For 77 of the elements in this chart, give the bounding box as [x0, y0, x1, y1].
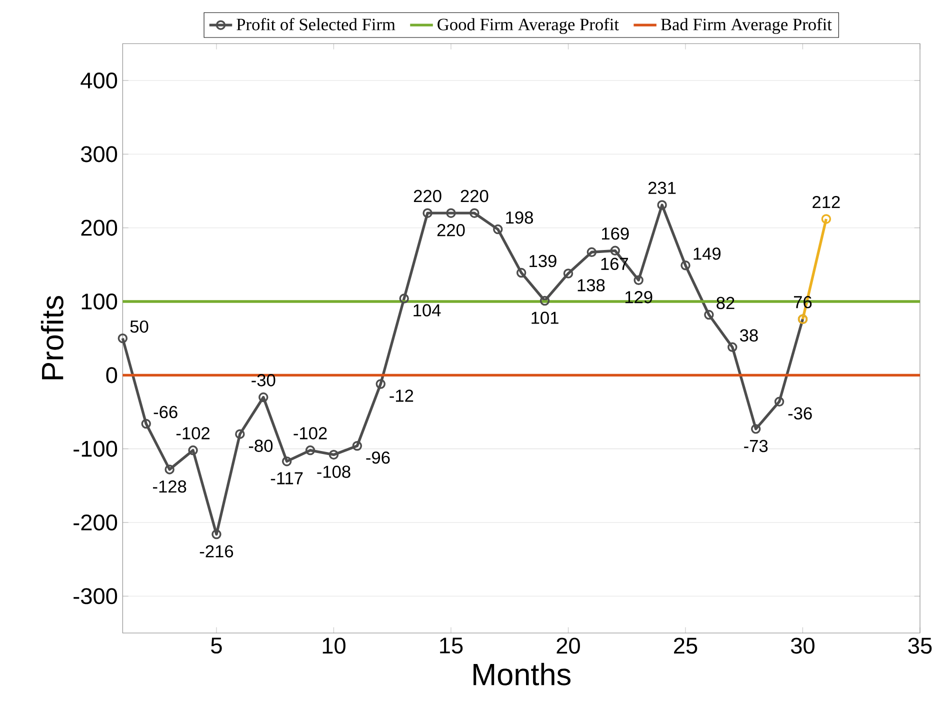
data-label: 169 — [602, 227, 629, 240]
x-axis-title: Months — [474, 662, 570, 686]
data-label: 101 — [532, 312, 558, 324]
data-label: -128 — [153, 480, 186, 493]
point — [118, 333, 128, 344]
point — [634, 275, 644, 285]
data-label: 138 — [578, 279, 605, 292]
point — [352, 441, 362, 451]
point — [328, 450, 339, 460]
point — [235, 429, 245, 439]
point — [422, 208, 432, 218]
data-label: -96 — [366, 451, 390, 464]
data-label: -30 — [252, 374, 276, 386]
point — [750, 424, 761, 434]
x-tick-label: 5 — [211, 638, 222, 654]
x-tick-label: 10 — [322, 638, 346, 654]
data-label: -80 — [248, 440, 273, 452]
x-tick-label: 20 — [556, 638, 580, 654]
data-label: 220 — [460, 190, 488, 202]
y-tick-label: -300 — [74, 588, 118, 604]
point — [212, 529, 222, 540]
legend-label: Good Firm Average Profit — [438, 18, 619, 34]
point — [821, 214, 832, 224]
data-label: 50 — [130, 320, 148, 333]
x-tick-label: 15 — [440, 638, 463, 654]
data-label: -102 — [176, 427, 210, 440]
point — [282, 456, 292, 466]
point — [586, 247, 597, 258]
point — [774, 396, 784, 407]
data-label: 38 — [740, 329, 758, 342]
point — [610, 246, 620, 256]
data-label: -102 — [294, 427, 327, 440]
point — [728, 342, 738, 352]
point — [516, 268, 526, 278]
data-label: 198 — [506, 211, 533, 224]
point — [563, 268, 574, 278]
point — [305, 445, 316, 456]
point — [258, 392, 268, 402]
point — [470, 208, 480, 218]
x-tick-label: 30 — [790, 638, 814, 654]
data-label: 149 — [694, 248, 721, 260]
point — [704, 310, 714, 320]
y-tick-label: -100 — [74, 440, 118, 457]
data-label: 231 — [648, 182, 676, 194]
point — [657, 200, 667, 210]
point — [540, 296, 550, 306]
point — [446, 208, 456, 218]
y-tick-label: 400 — [80, 72, 118, 89]
data-label: -108 — [317, 466, 350, 478]
data-label: 220 — [437, 224, 465, 236]
point — [376, 379, 386, 389]
point — [141, 418, 151, 429]
point — [493, 224, 503, 234]
y-axis-title: Profits — [40, 296, 64, 380]
legend-label: Bad Firm Average Profit — [660, 18, 832, 34]
point — [164, 464, 174, 474]
y-tick-label: 0 — [106, 367, 118, 384]
data-label: -36 — [788, 407, 812, 420]
data-label: -12 — [390, 390, 414, 402]
y-tick-label: 200 — [81, 220, 118, 236]
data-label: -73 — [744, 440, 768, 452]
data-label: -216 — [200, 545, 234, 558]
point — [399, 294, 409, 304]
data-label: 220 — [414, 190, 442, 202]
x-tick-label: 35 — [908, 638, 932, 654]
data-label: -117 — [270, 472, 303, 484]
legend-label: Profit of Selected Firm — [236, 18, 396, 30]
y-tick-label: 300 — [81, 146, 118, 162]
data-label: 212 — [812, 196, 840, 208]
data-label: -66 — [154, 406, 178, 418]
data-label: 139 — [530, 254, 556, 268]
point — [188, 445, 198, 456]
x-tick-label: 25 — [674, 638, 698, 654]
y-tick-label: -200 — [74, 514, 118, 531]
point — [680, 260, 690, 270]
data-label: 104 — [414, 304, 441, 316]
y-tick-label: 100 — [82, 293, 118, 310]
